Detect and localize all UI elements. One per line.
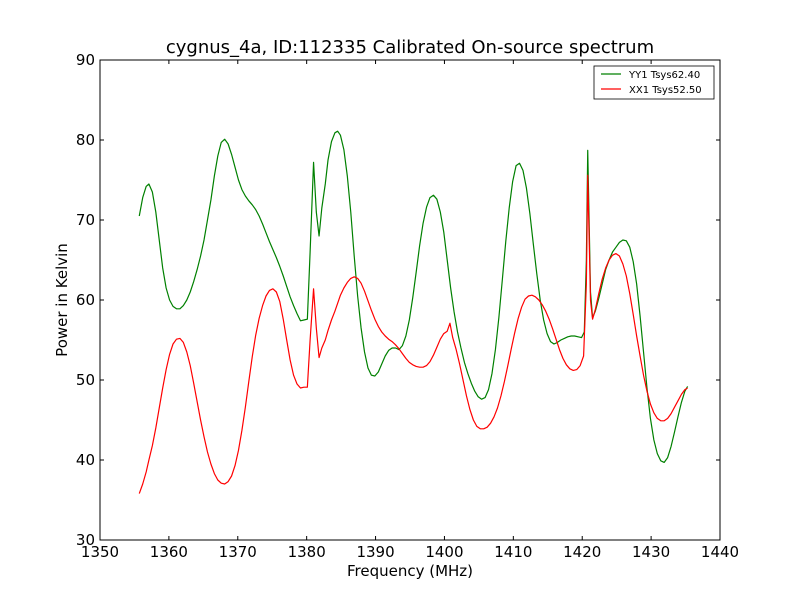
x-tick-label: 1350 xyxy=(81,543,119,561)
x-tick-label: 1440 xyxy=(701,543,739,561)
legend: YY1 Tsys62.40 XX1 Tsys52.50 xyxy=(593,65,715,100)
y-tick-label: 60 xyxy=(76,291,95,309)
y-tick-label: 50 xyxy=(76,371,95,389)
x-tick-label: 1430 xyxy=(632,543,670,561)
x-axis-title: Frequency (MHz) xyxy=(347,562,473,580)
x-tick-label: 1360 xyxy=(150,543,188,561)
x-tick-label: 1400 xyxy=(425,543,463,561)
tick-layer: 1350 1360 1370 1380 1390 1400 1410 1420 1430 1440… xyxy=(76,51,739,561)
y-tick-label: 90 xyxy=(76,51,95,69)
x-tick-label: 1370 xyxy=(219,543,257,561)
x-tick-label: 1420 xyxy=(563,543,601,561)
legend-label-yy1: YY1 Tsys62.40 xyxy=(628,70,700,81)
y-axis-title: Power in Kelvin xyxy=(53,243,71,357)
x-tick-label: 1390 xyxy=(356,543,394,561)
y-tick-label: 40 xyxy=(76,451,95,469)
x-tick-label: 1380 xyxy=(288,543,326,561)
legend-box xyxy=(593,65,715,100)
y-tick-label: 30 xyxy=(76,531,95,549)
y-tick-label: 80 xyxy=(76,131,95,149)
x-tick-label: 1410 xyxy=(494,543,532,561)
chart-title: cygnus_4a, ID:112335 Calibrated On-sourc… xyxy=(166,37,654,58)
series-line-xx1 xyxy=(138,174,688,494)
y-tick-label: 70 xyxy=(76,211,95,229)
legend-label-xx1: XX1 Tsys52.50 xyxy=(629,85,702,96)
series-layer xyxy=(138,130,689,494)
